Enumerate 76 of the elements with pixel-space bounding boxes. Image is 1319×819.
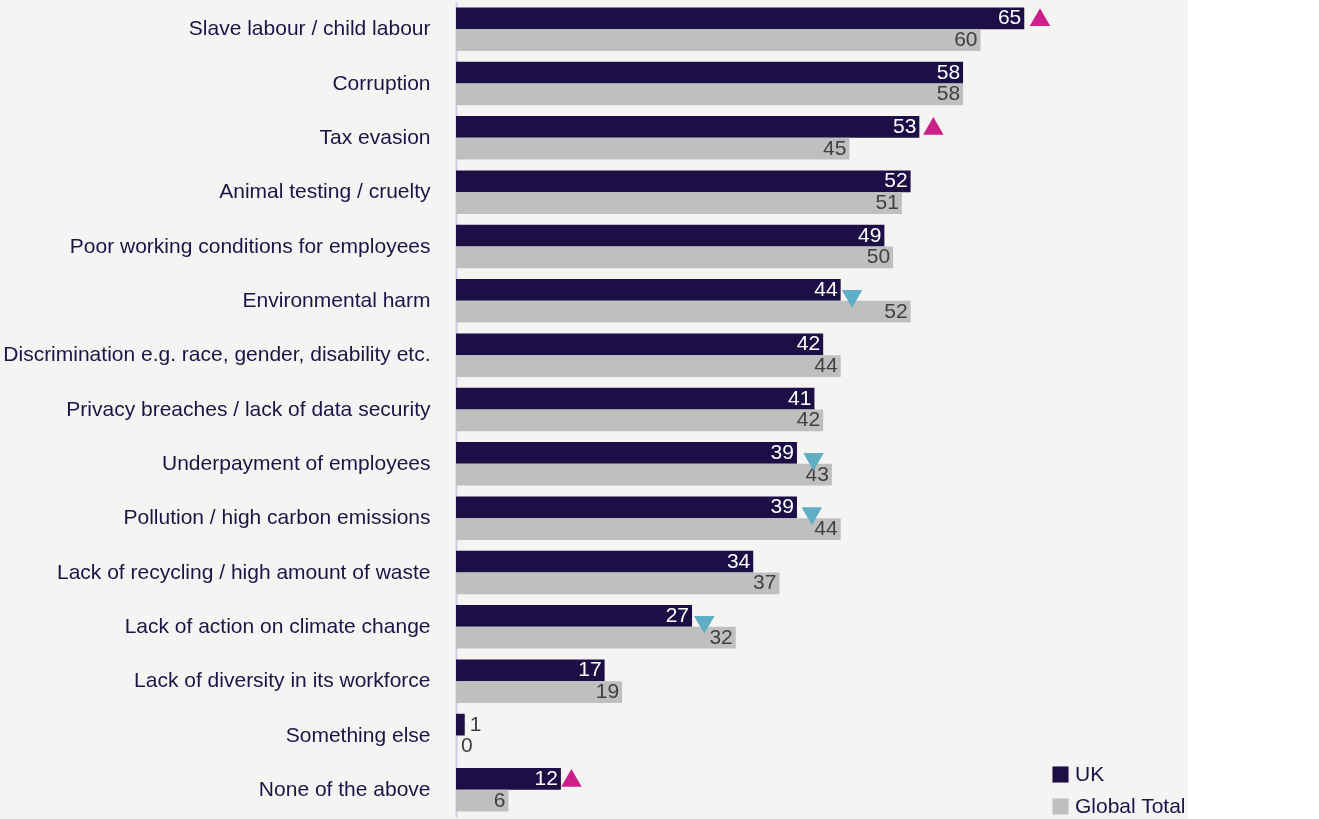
y-tick-label: Tax evasion xyxy=(319,124,431,148)
bar xyxy=(456,355,841,377)
data-label: 39 xyxy=(770,494,794,518)
data-label: 0 xyxy=(461,733,473,757)
bar xyxy=(456,605,693,627)
data-label: 1 xyxy=(469,711,482,735)
data-label: 39 xyxy=(770,439,794,463)
y-tick-label: Environmental harm xyxy=(242,287,431,311)
data-label: 65 xyxy=(997,5,1022,29)
legend-label: Global Total xyxy=(1075,793,1186,817)
bar xyxy=(456,246,894,269)
data-label: 43 xyxy=(805,461,829,485)
y-tick-label: Poor working conditions for employees xyxy=(69,233,431,257)
data-label: 44 xyxy=(814,276,838,300)
bar xyxy=(456,224,885,247)
data-label: 27 xyxy=(665,602,690,626)
data-label: 60 xyxy=(954,27,978,51)
bar xyxy=(456,442,797,464)
bar xyxy=(456,659,605,682)
bar xyxy=(456,7,1025,30)
y-tick-label: Lack of diversity in its workforce xyxy=(134,668,431,692)
y-tick-label: Something else xyxy=(285,722,431,746)
data-label: 45 xyxy=(823,135,847,159)
data-label: 19 xyxy=(595,679,620,703)
bar xyxy=(456,681,623,703)
y-tick-label: Underpayment of employees xyxy=(162,450,431,474)
bar xyxy=(456,29,981,51)
y-tick-label: Discrimination e.g. race, gender, disability etc. xyxy=(3,342,431,366)
y-tick-label: Animal testing / cruelty xyxy=(219,179,431,203)
data-label: 42 xyxy=(796,331,821,355)
y-tick-label: None of the above xyxy=(258,776,431,800)
data-label: 58 xyxy=(936,59,961,83)
bar xyxy=(456,518,841,540)
data-label: 53 xyxy=(892,113,917,137)
bar xyxy=(456,279,841,301)
data-label: 51 xyxy=(875,190,899,214)
bar xyxy=(456,137,850,160)
bar xyxy=(456,463,832,486)
data-label: 44 xyxy=(814,516,838,540)
y-tick-label: Lack of recycling / high amount of waste xyxy=(56,559,431,583)
data-label: 50 xyxy=(866,244,891,268)
bar xyxy=(456,387,815,410)
bar xyxy=(456,626,736,649)
y-tick-label: Corruption xyxy=(332,70,431,94)
y-tick-label: Pollution / high carbon emissions xyxy=(123,505,431,529)
bar xyxy=(456,333,824,356)
bar xyxy=(456,83,964,106)
data-label: 17 xyxy=(578,657,602,681)
bar xyxy=(456,192,902,214)
bar xyxy=(456,496,797,519)
data-label: 44 xyxy=(814,353,838,377)
data-label: 58 xyxy=(936,81,961,105)
data-label: 42 xyxy=(796,407,821,431)
data-label: 41 xyxy=(788,385,812,409)
bar xyxy=(456,550,754,573)
data-label: 49 xyxy=(858,222,882,246)
bar xyxy=(456,170,911,193)
bar xyxy=(456,768,561,790)
bar xyxy=(456,713,465,736)
data-label: 32 xyxy=(709,624,733,648)
data-label: 12 xyxy=(534,765,558,789)
data-label: 52 xyxy=(884,298,908,322)
data-label: 6 xyxy=(493,787,506,811)
data-label: 52 xyxy=(884,168,908,192)
legend-label: UK xyxy=(1075,761,1105,785)
y-tick-label: Slave labour / child labour xyxy=(188,16,431,40)
data-label: 37 xyxy=(753,570,777,594)
y-tick-label: Lack of action on climate change xyxy=(124,613,431,637)
bar xyxy=(456,61,964,84)
bar xyxy=(456,572,780,595)
bar xyxy=(456,789,509,812)
bar xyxy=(456,409,824,432)
y-tick-label: Privacy breaches / lack of data security xyxy=(66,396,431,420)
bar xyxy=(456,300,911,323)
data-label: 34 xyxy=(726,548,751,572)
bar xyxy=(456,116,920,138)
